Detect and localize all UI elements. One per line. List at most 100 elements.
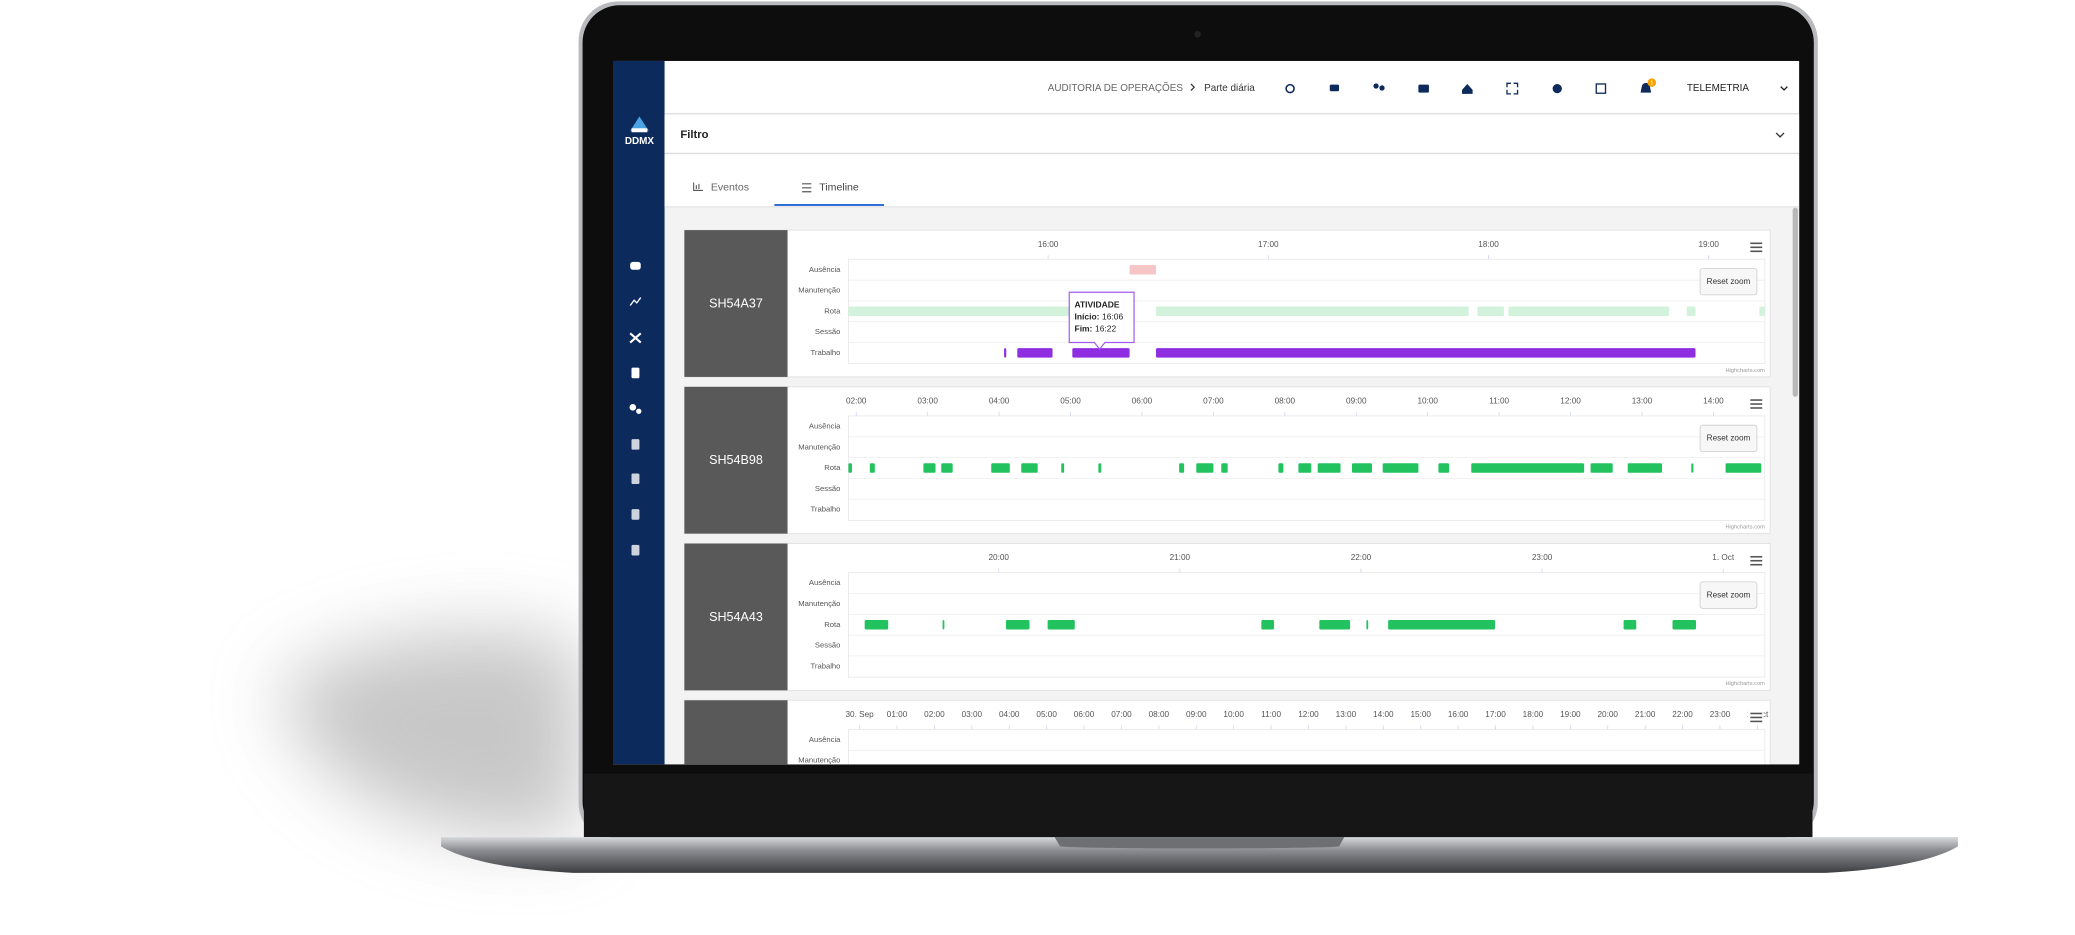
activity-bar[interactable] [1759,306,1765,317]
nav-icon[interactable] [636,408,642,414]
activity-bar[interactable] [1691,463,1694,473]
nav-icon[interactable] [630,261,641,270]
activity-bar[interactable] [1047,619,1075,630]
filter-chevron[interactable] [1775,132,1785,138]
nav-icon[interactable] [629,404,637,411]
activity-bar[interactable] [1382,463,1419,473]
activity-bar[interactable] [923,463,936,473]
activity-bar[interactable] [1005,619,1030,630]
activity-bar[interactable] [1156,348,1696,358]
tooltip-title: ATIVIDADE [1075,300,1120,310]
tooltip-line-value: 16:06 [1102,312,1123,322]
activity-bar[interactable] [1261,619,1275,630]
nav-icon[interactable] [631,439,640,450]
home-button[interactable] [1462,83,1473,94]
scrollbar[interactable] [1792,207,1798,397]
activity-bar[interactable] [1196,463,1214,473]
reset-zoom-button[interactable] [1699,424,1758,453]
reset-zoom-label[interactable]: Reset zoom [1707,590,1751,599]
user-menu-chevron[interactable] [1780,86,1788,91]
nav-icon[interactable] [631,473,640,485]
activity-bar[interactable] [1021,463,1038,473]
activity-bar[interactable] [848,306,1073,317]
activity-bar[interactable] [1061,463,1065,473]
activity-bar[interactable] [942,619,945,630]
activity-bar[interactable] [1351,463,1372,473]
tab[interactable]: Eventos [711,182,749,194]
tab-icon [802,183,812,193]
chat-button[interactable] [1329,84,1340,92]
panel-bg [683,386,1771,535]
activity-bar[interactable] [1317,463,1341,473]
activity-bar[interactable] [991,463,1010,473]
filter-bar[interactable] [664,115,1800,154]
reset-zoom-label[interactable]: Reset zoom [1707,277,1751,286]
x-tick-label: 09:00 [1186,710,1207,719]
nav-icon[interactable] [631,509,640,520]
users-button[interactable] [1379,85,1385,91]
activity-bar[interactable] [1179,463,1185,473]
activity-bar[interactable] [1072,348,1130,358]
activity-bar[interactable] [1471,463,1585,473]
activity-bar[interactable] [1017,348,1053,358]
activity-bar[interactable] [1672,619,1697,630]
row-label: Sessão [815,641,841,650]
fullscreen-button[interactable] [1506,82,1519,95]
activity-bar[interactable] [1438,463,1450,473]
activity-bar[interactable] [1508,306,1670,317]
activity-bar[interactable] [869,463,875,473]
activity-bar[interactable] [1278,463,1284,473]
timeline-panel: SH54A43 20:00 21:00 22:00 23:00 1. Oct Ausênci… [683,543,1771,691]
help-button[interactable] [1552,83,1562,94]
users-button[interactable] [1373,83,1379,89]
activity-bar[interactable] [1298,463,1312,473]
activity-bar[interactable] [1477,306,1504,317]
row-label: Ausência [809,735,841,744]
activity-bar[interactable] [1156,306,1469,317]
x-tick-label: 1. Oct [1712,553,1735,562]
activity-bar[interactable] [1004,348,1007,358]
activity-bar[interactable] [848,463,852,473]
activity-bar[interactable] [1627,463,1663,473]
reset-zoom-label[interactable]: Reset zoom [1707,434,1751,443]
notifications-button[interactable] [1640,82,1652,93]
row-label: Trabalho [811,348,841,357]
breadcrumb-item[interactable]: AUDITORIA DE OPERAÇÕES [1048,83,1184,94]
user-menu[interactable]: TELEMETRIA [1687,83,1750,94]
x-tick-label: 04:00 [999,710,1020,719]
filter-title[interactable]: Filtro [680,129,708,141]
tab[interactable]: Timeline [819,182,859,194]
nav-icon[interactable] [629,332,642,344]
activity-bar[interactable] [1623,619,1637,630]
nav-icon[interactable] [629,297,642,306]
row-label: Ausência [809,578,841,587]
external-button[interactable] [1595,83,1607,94]
activity-bar[interactable] [941,463,953,473]
credits[interactable]: Highcharts.com [1725,681,1765,687]
activity-bar[interactable] [1590,463,1613,473]
activity-bar[interactable] [1221,463,1228,473]
folder-button[interactable] [1418,84,1429,93]
activity-bar[interactable] [1725,463,1762,473]
reset-zoom-button[interactable] [1699,581,1758,609]
timeline-list: SH54A37 16:00 17:00 18:00 19:00 Ausência Manut… [683,229,1771,765]
vehicle-label: SH54A37 [709,296,763,310]
activity-bar[interactable] [1686,306,1696,317]
nav-icon[interactable] [631,367,640,379]
activity-bar[interactable] [1319,619,1351,630]
row-label: Ausência [809,422,841,431]
credits[interactable]: Highcharts.com [1725,368,1765,374]
refresh-button[interactable] [1285,83,1295,94]
activity-bar[interactable] [1129,265,1157,275]
activity-bar[interactable] [1366,619,1369,630]
x-tick-label: 15:00 [1410,710,1431,719]
reset-zoom-button[interactable] [1699,268,1758,296]
row-label: Manutenção [798,756,840,765]
nav-icon[interactable] [631,544,640,556]
activity-bar[interactable] [864,619,889,630]
credits[interactable]: Highcharts.com [1725,525,1765,531]
activity-bar[interactable] [1098,463,1102,473]
x-tick-label: 13:00 [1336,710,1357,719]
activity-bar[interactable] [1388,619,1495,630]
